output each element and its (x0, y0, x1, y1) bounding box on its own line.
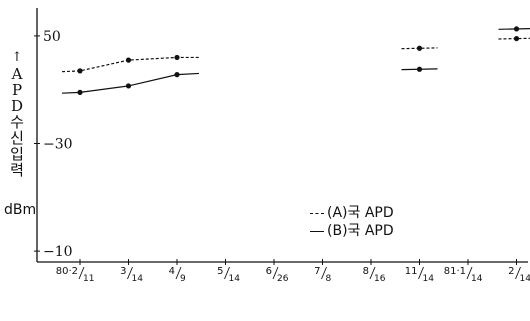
x-tick-label-day: 14 (471, 274, 483, 284)
legend-item-b: (B)국 APD (310, 222, 394, 240)
legend-label-b: (B)국 APD (327, 223, 394, 239)
y-axis-title-char: 입 (10, 145, 24, 163)
x-tick-label-slash (175, 266, 182, 280)
series-a-point (174, 54, 180, 61)
x-tick-label-slash (224, 266, 230, 280)
x-tick-label-slash (369, 266, 376, 280)
solid-line-icon (310, 230, 324, 232)
series-b-point (513, 26, 520, 32)
x-tick-label-slash (321, 266, 327, 280)
x-tick-label-slash (78, 266, 85, 280)
x-tick-label-year-month: 6 (266, 266, 272, 277)
y-tick-label: −10 (43, 244, 73, 260)
x-tick-label-year-month: 4 (169, 266, 175, 277)
series-b-point (77, 89, 83, 95)
x-tick-label-slash (515, 266, 521, 280)
legend-label-a: (A)국 APD (327, 205, 394, 221)
x-tick-label-year-month: 7 (314, 266, 320, 277)
x-tick-label-day: 8 (326, 274, 332, 284)
legend-item-a: (A)국 APD (310, 204, 394, 222)
y-axis-title-char: P (11, 81, 23, 99)
x-tick-label-day: 14 (132, 274, 144, 284)
series-b-point (416, 66, 423, 72)
x-tick-label-slash (272, 266, 279, 280)
dashed-line-icon (310, 212, 324, 214)
x-tick-label-day: 14 (520, 274, 530, 284)
x-tick-label-day: 14 (423, 274, 435, 284)
series-a-point (125, 57, 132, 63)
up-arrow-icon: ↑ (11, 50, 23, 65)
x-tick-label-year-month: 2 (508, 266, 514, 277)
legend: (A)국 APD (B)국 APD (310, 204, 394, 240)
x-tick-label-year-month: 5 (217, 266, 223, 277)
y-axis-unit: dBm (4, 202, 37, 218)
x-tick-label-slash (127, 266, 133, 280)
x-tick-label-day: 9 (180, 274, 186, 284)
x-tick-label-slash (466, 266, 473, 280)
y-tick-label: 50 (43, 29, 61, 45)
series-b-point (174, 72, 180, 78)
y-axis-title-char: 력 (10, 161, 24, 179)
x-tick-label-year-month: 3 (120, 266, 126, 277)
series-a-point (513, 35, 520, 42)
x-tick-label-day: 26 (277, 274, 289, 284)
x-tick-label-year-month: 81·1 (444, 266, 466, 277)
y-tick-label: −30 (43, 137, 73, 153)
series-a-segment (498, 37, 530, 40)
y-axis-title-char: A (11, 65, 23, 83)
series-a-segment (401, 47, 438, 50)
x-tick-label-year-month: 8 (363, 266, 369, 277)
series-b-point (125, 83, 132, 89)
series-a-point (416, 45, 423, 51)
x-tick-label-slash (418, 266, 424, 280)
x-tick-label-year-month: 11 (405, 266, 418, 277)
x-tick-label-day: 11 (83, 274, 94, 284)
series-a-point (77, 68, 83, 74)
x-tick-label-year-month: 80·2 (56, 266, 78, 277)
y-axis-title-char: 수 (10, 113, 24, 131)
y-axis-title-char: 신 (10, 129, 24, 147)
y-axis-title-char: D (10, 97, 24, 115)
x-tick-label-day: 16 (374, 274, 386, 284)
x-tick-label-day: 14 (229, 274, 241, 284)
